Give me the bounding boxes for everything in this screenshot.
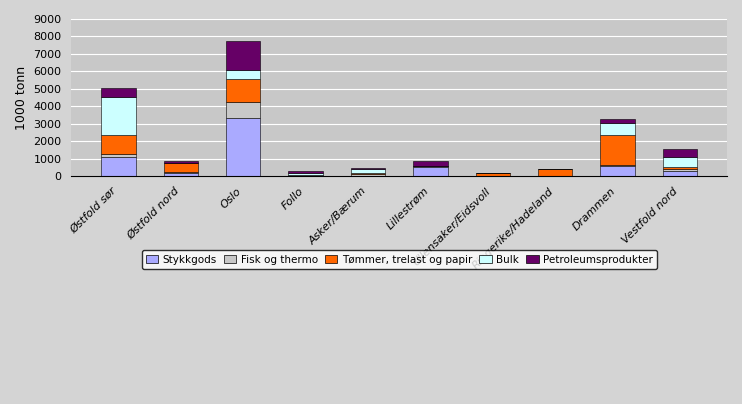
Bar bbox=[163, 173, 198, 176]
Bar bbox=[101, 97, 136, 135]
Bar bbox=[289, 171, 323, 173]
Bar bbox=[351, 173, 385, 174]
Bar bbox=[351, 168, 385, 169]
Y-axis label: 1000 tonn: 1000 tonn bbox=[15, 65, 28, 130]
Bar bbox=[101, 135, 136, 154]
Bar bbox=[289, 173, 323, 175]
Bar bbox=[600, 119, 635, 123]
Bar bbox=[351, 174, 385, 176]
Bar bbox=[226, 41, 260, 70]
Bar bbox=[663, 171, 697, 176]
Bar bbox=[101, 88, 136, 97]
Bar bbox=[226, 118, 260, 176]
Bar bbox=[600, 166, 635, 176]
Bar bbox=[600, 165, 635, 166]
Bar bbox=[476, 173, 510, 176]
Bar bbox=[226, 79, 260, 102]
Bar bbox=[663, 167, 697, 169]
Bar bbox=[226, 70, 260, 79]
Bar bbox=[663, 157, 697, 167]
Bar bbox=[351, 169, 385, 173]
Bar bbox=[289, 175, 323, 176]
Bar bbox=[663, 149, 697, 157]
Bar bbox=[163, 161, 198, 163]
Legend: Stykkgods, Fisk og thermo, Tømmer, trelast og papir, Bulk, Petroleumsprodukter: Stykkgods, Fisk og thermo, Tømmer, trela… bbox=[142, 250, 657, 269]
Bar bbox=[101, 154, 136, 157]
Bar bbox=[413, 161, 447, 166]
Bar bbox=[413, 167, 447, 176]
Bar bbox=[600, 123, 635, 135]
Bar bbox=[101, 157, 136, 176]
Bar bbox=[413, 166, 447, 167]
Bar bbox=[163, 172, 198, 173]
Bar bbox=[163, 163, 198, 172]
Bar bbox=[226, 102, 260, 118]
Bar bbox=[600, 135, 635, 165]
Bar bbox=[538, 169, 572, 176]
Bar bbox=[663, 169, 697, 171]
